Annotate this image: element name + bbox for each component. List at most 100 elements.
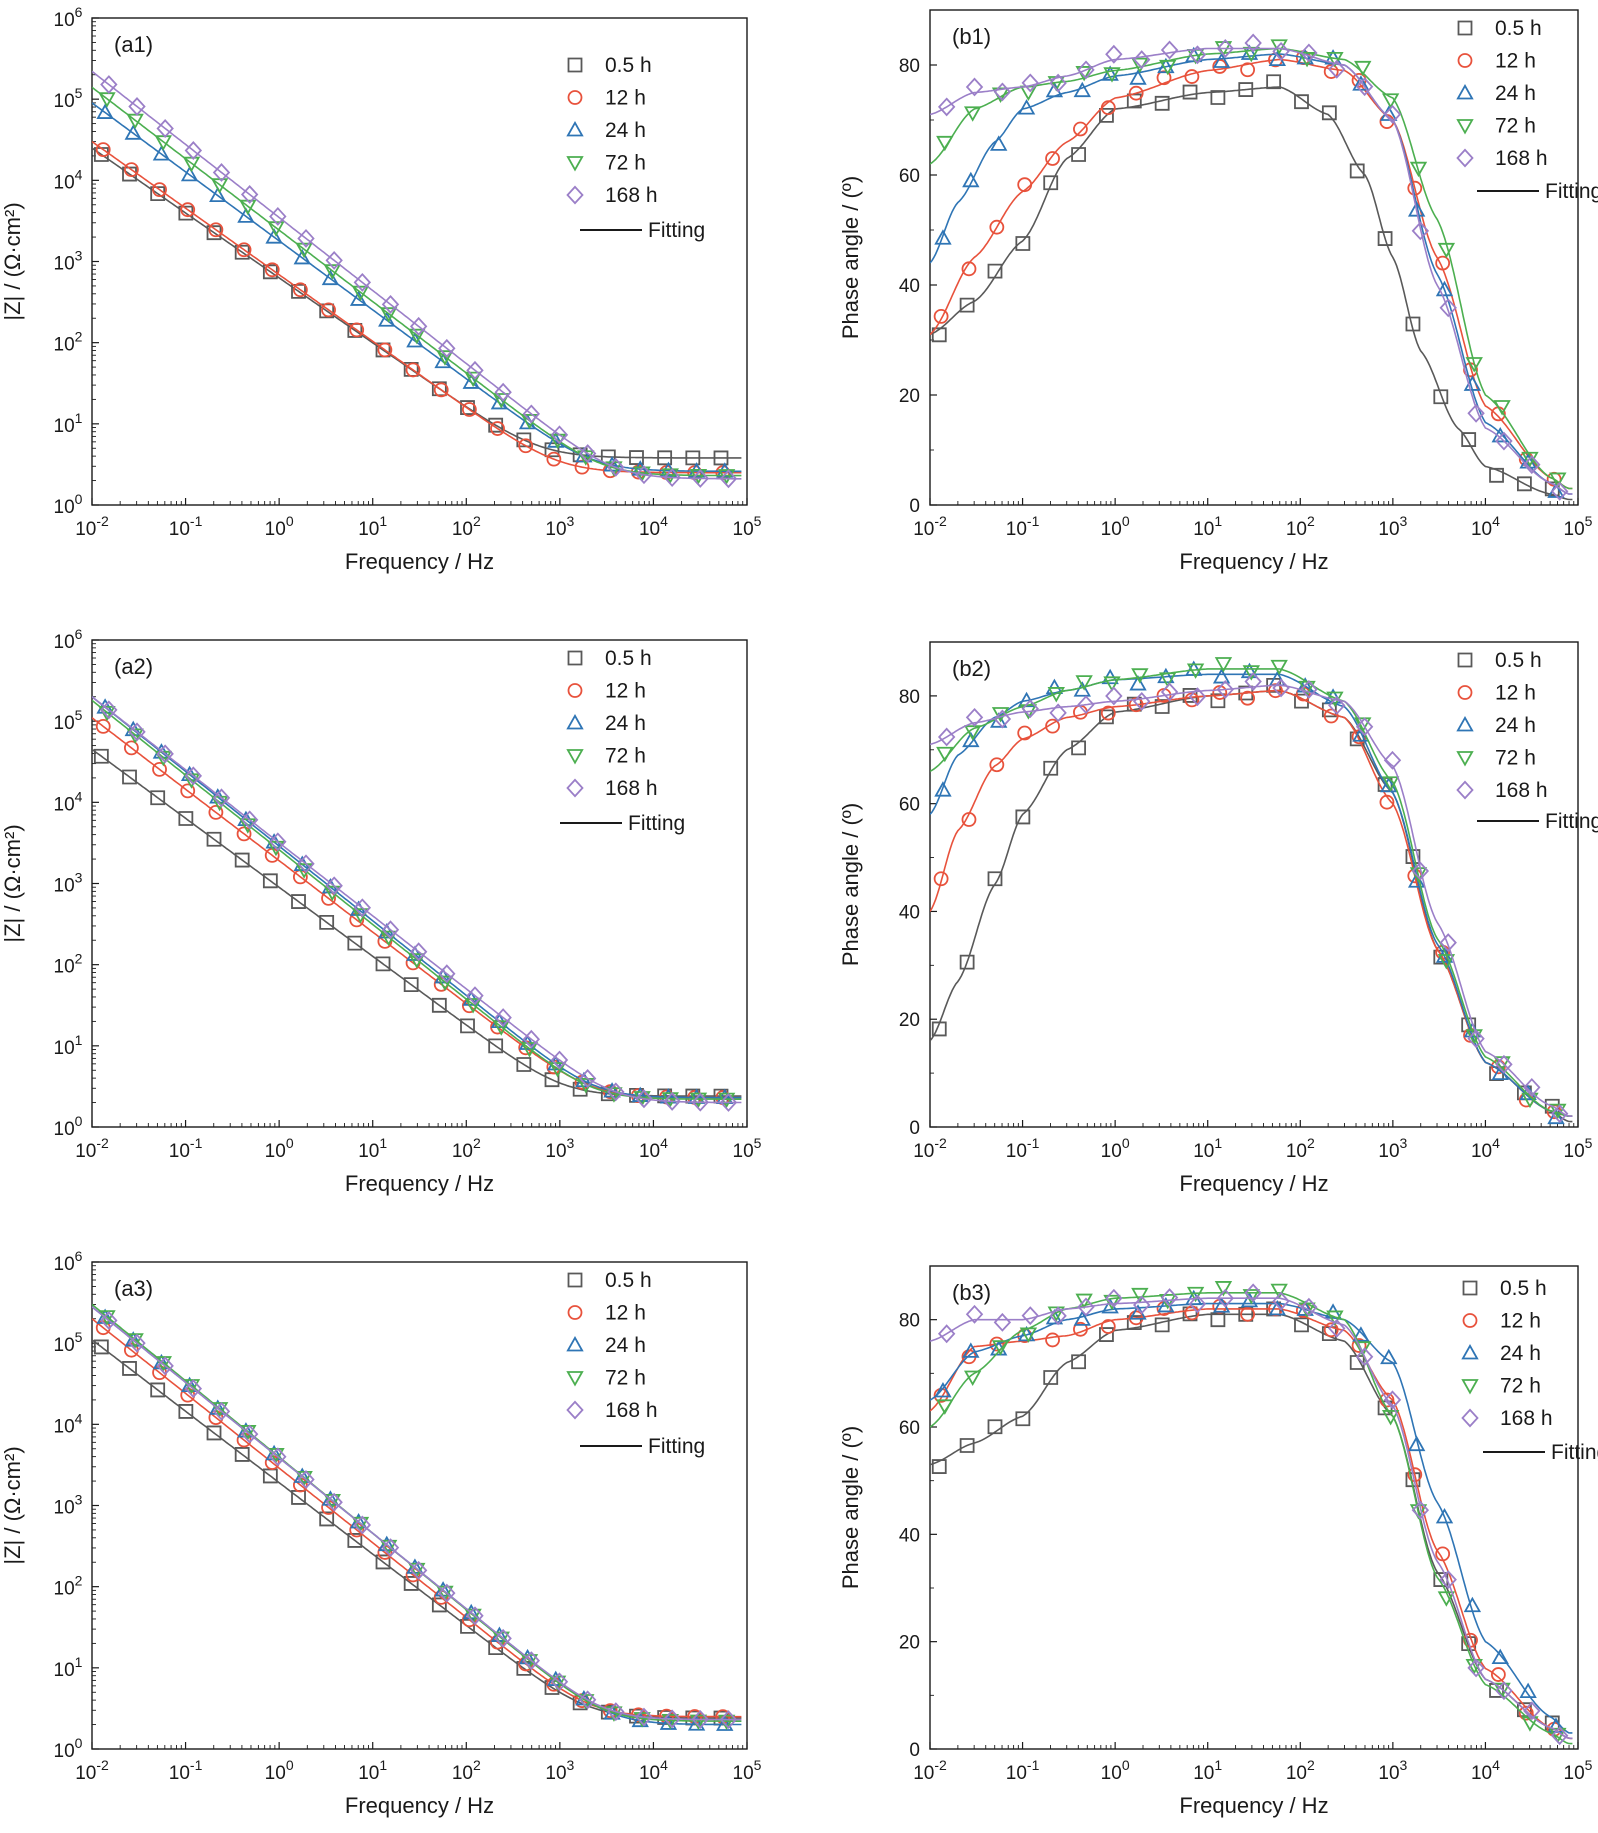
data-point-0.5h xyxy=(987,1419,1003,1435)
data-point-72h xyxy=(1270,39,1288,55)
panel-a2: Frequency / Hz |Z| / (Ω·cm²) (a2) 0.5 h 12 h… xyxy=(0,639,748,1196)
data-point-12h xyxy=(95,142,111,157)
data-point-168h xyxy=(1133,50,1151,70)
data-point-168h xyxy=(1300,1297,1318,1317)
data-point-168h xyxy=(409,942,428,962)
data-point-168h xyxy=(1328,59,1346,79)
data-point-168h xyxy=(937,727,956,747)
data-point-168h xyxy=(1383,104,1402,124)
data-point-12h xyxy=(546,451,562,467)
data-point-24h xyxy=(1129,69,1147,85)
data-point-12h xyxy=(292,869,308,885)
data-point-0.5h xyxy=(347,1533,363,1548)
data-point-0.5h xyxy=(959,297,975,313)
plot-frame xyxy=(91,17,748,506)
data-point-0.5h xyxy=(1377,231,1393,246)
panel-label: (b1) xyxy=(952,24,991,49)
data-point-168h xyxy=(1328,695,1346,715)
plot-frame xyxy=(91,639,748,1128)
data-point-12h xyxy=(208,222,224,238)
legend-label: 24 h xyxy=(1495,82,1536,105)
x-tick-label: 104 xyxy=(639,1135,668,1162)
data-point-168h xyxy=(993,709,1012,729)
data-point-168h xyxy=(269,832,287,852)
data-point-24h xyxy=(962,1342,980,1358)
data-point-168h xyxy=(1133,1295,1151,1315)
x-tick-label: 103 xyxy=(545,513,574,540)
data-point-0.5h xyxy=(347,935,363,951)
data-point-12h xyxy=(1156,688,1172,703)
data-point-0.5h xyxy=(1126,93,1142,109)
legend-fit-label: Fitting xyxy=(648,219,705,242)
data-point-12h xyxy=(1379,794,1395,810)
data-point-168h xyxy=(1411,1500,1430,1520)
data-point-168h xyxy=(691,1709,710,1729)
data-point-168h xyxy=(1105,44,1123,64)
data-point-0.5h xyxy=(1544,481,1560,497)
data-point-168h xyxy=(128,722,146,742)
data-point-72h xyxy=(1047,687,1065,703)
legend-marker-12h xyxy=(567,683,583,698)
data-point-12h xyxy=(461,402,477,417)
data-point-72h xyxy=(1103,1294,1121,1311)
legend-marker-12h xyxy=(1457,685,1473,700)
y-tick-label: 100 xyxy=(54,1735,83,1762)
data-point-24h xyxy=(631,1711,649,1728)
data-point-168h xyxy=(325,876,343,896)
data-point-24h xyxy=(1491,1648,1509,1665)
panel-label: (a2) xyxy=(114,654,153,679)
data-point-168h xyxy=(1077,695,1095,715)
x-tick-label: 10-2 xyxy=(913,513,947,540)
data-point-24h xyxy=(989,135,1008,151)
legend-label: 0.5 h xyxy=(1500,1277,1547,1300)
data-point-72h xyxy=(1270,659,1288,676)
data-point-168h xyxy=(1300,680,1318,699)
data-point-168h xyxy=(522,404,541,424)
x-tick-label: 100 xyxy=(265,513,294,540)
data-point-0.5h xyxy=(1043,1370,1059,1385)
data-point-0.5h xyxy=(234,852,250,868)
data-point-72h xyxy=(963,1370,982,1386)
data-point-168h xyxy=(1021,1306,1039,1326)
y-tick-label: 0 xyxy=(909,1740,920,1761)
data-point-12h xyxy=(961,261,977,277)
data-point-0.5h xyxy=(375,956,391,972)
data-point-12h xyxy=(1240,62,1256,78)
y-tick-label: 101 xyxy=(54,410,83,437)
legend-label: 12 h xyxy=(605,87,646,110)
legend-marker-0.5h xyxy=(1462,1280,1478,1296)
data-point-12h xyxy=(1100,1319,1116,1334)
data-point-24h xyxy=(349,290,368,306)
legend-marker-72h xyxy=(1461,1379,1479,1395)
data-point-168h xyxy=(1049,1306,1067,1326)
x-axis-title: Frequency / Hz xyxy=(1179,1793,1328,1818)
x-tick-label: 10-2 xyxy=(75,1757,109,1784)
fit-line-168h xyxy=(92,1306,742,1721)
x-tick-label: 100 xyxy=(1101,1757,1130,1784)
data-point-0.5h xyxy=(1015,236,1031,251)
data-point-168h xyxy=(1244,1283,1262,1303)
data-point-12h xyxy=(321,302,336,318)
data-point-72h xyxy=(520,1042,539,1058)
y-tick-label: 100 xyxy=(54,1113,83,1140)
data-point-0.5h xyxy=(959,1438,975,1453)
data-point-168h xyxy=(1021,699,1039,719)
x-tick-label: 103 xyxy=(545,1757,574,1784)
data-point-24h xyxy=(1073,681,1091,697)
data-point-168h xyxy=(1467,1658,1485,1678)
panel-a1: Frequency / Hz |Z| / (Ω·cm²) (a1) 0.5 h 12 h… xyxy=(0,17,748,574)
x-tick-label: 10-1 xyxy=(169,1757,203,1784)
data-point-168h xyxy=(1077,1297,1095,1317)
x-tick-label: 105 xyxy=(1564,1757,1593,1784)
data-point-168h xyxy=(1300,43,1318,63)
data-point-24h xyxy=(96,1308,114,1324)
data-point-168h xyxy=(965,1304,984,1324)
data-point-12h xyxy=(292,282,308,298)
data-point-168h xyxy=(607,457,625,477)
data-point-72h xyxy=(963,725,982,741)
data-point-0.5h xyxy=(931,327,947,343)
data-point-24h xyxy=(124,124,142,140)
data-point-168h xyxy=(466,360,484,380)
y-tick-label: 103 xyxy=(54,870,83,897)
data-point-0.5h xyxy=(1461,432,1477,447)
